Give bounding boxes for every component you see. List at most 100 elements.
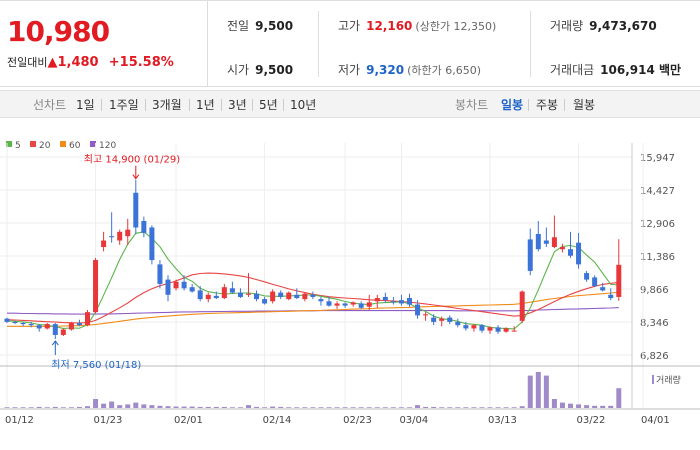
volume-bar <box>189 406 195 408</box>
ma60-line <box>7 291 619 327</box>
volume-bar <box>543 375 549 408</box>
volume-bar <box>390 407 396 408</box>
volume-bar <box>503 407 509 408</box>
chart-period-tabs: 선차트 1일 1주일 3개월 1년 3년 5년 10년 봉차트 일봉 주봉 월봉 <box>0 90 700 118</box>
candle-body <box>519 291 525 321</box>
candle-body <box>423 314 429 316</box>
volume-bar <box>326 407 332 408</box>
tab-10year[interactable]: 10년 <box>290 98 317 112</box>
candle-body <box>109 236 115 238</box>
tab-1week[interactable]: 1주일 <box>109 98 139 112</box>
x-tick-label: 02/01 <box>174 415 203 426</box>
candle-body <box>181 281 187 289</box>
low-price: 저가 9,320 (하한가 6,650) <box>338 61 481 78</box>
candle-body <box>189 287 195 292</box>
candle-body <box>334 303 340 306</box>
volume-bar <box>366 407 372 408</box>
candle-body <box>125 229 131 237</box>
candle-body <box>4 318 10 322</box>
volume-bar <box>270 406 276 408</box>
volume-bar <box>447 407 453 408</box>
legend-label: 60 <box>69 141 81 151</box>
volume-bar <box>559 402 565 408</box>
candle-body <box>221 287 227 299</box>
volume-bar <box>592 405 598 408</box>
volume-bar <box>221 406 227 408</box>
high-value: 12,160 <box>366 19 413 33</box>
candle-chart-label: 봉차트 <box>455 98 489 112</box>
trade-amount-label: 거래대금 <box>550 63 595 77</box>
y-tick-label: 11,386 <box>640 252 675 263</box>
candle-body <box>543 240 549 244</box>
tab-weekly[interactable]: 주봉 <box>536 98 559 112</box>
legend-swatch <box>60 141 66 147</box>
x-tick-label: 03/22 <box>577 415 606 426</box>
volume-bar <box>310 407 316 408</box>
volume-bar <box>165 406 171 408</box>
candle-body <box>390 301 396 303</box>
volume-bar <box>358 407 364 408</box>
candle-body <box>447 317 453 322</box>
change-percent: +15.58% <box>108 55 174 70</box>
line-chart-label: 선차트 <box>33 98 67 112</box>
candlestick-chart: 5 20 60 120 15,947 14,427 12,906 11,386 9,866 8,3… <box>0 141 700 426</box>
y-tick-label: 8,346 <box>640 318 669 329</box>
tab-3year[interactable]: 3년 <box>228 98 247 112</box>
candle-body <box>350 302 356 305</box>
tab-1day[interactable]: 1일 <box>76 98 95 112</box>
volume-legend-swatch <box>652 375 654 384</box>
legend-label: 5 <box>15 141 21 151</box>
trade-amount-value: 106,914 백만 <box>600 63 682 77</box>
candle-body <box>495 327 501 332</box>
volume-bar <box>551 399 557 408</box>
volume-bar <box>262 407 268 408</box>
volume-bar <box>511 407 517 408</box>
candle-body <box>318 299 324 302</box>
tab-5year[interactable]: 5년 <box>259 98 278 112</box>
tab-3month[interactable]: 3개월 <box>152 98 182 112</box>
candle-body <box>36 325 42 329</box>
candle-body <box>270 291 276 302</box>
tab-divider <box>283 99 284 111</box>
candle-body <box>44 324 50 329</box>
min-annotation: 최저 7,560 (01/18) <box>51 359 141 371</box>
candle-body <box>237 292 243 297</box>
volume-bar <box>149 405 155 408</box>
volume-bar <box>101 403 107 408</box>
change-amount: 1,480 <box>57 55 99 70</box>
tab-daily[interactable]: 일봉 <box>501 98 524 112</box>
volume-bar <box>141 404 147 408</box>
candle-body <box>600 287 606 291</box>
volume-bar <box>117 405 123 408</box>
prev-close-label: 전일 <box>227 19 250 33</box>
candle-body <box>568 249 573 256</box>
change-label: 전일대비 <box>7 56 48 69</box>
candle-body <box>616 264 622 297</box>
volume-bar <box>278 406 284 408</box>
candle-body <box>213 295 219 299</box>
x-tick-label: 02/14 <box>263 415 292 426</box>
volume-bar <box>576 404 582 408</box>
low-label: 저가 <box>338 63 361 77</box>
divider <box>530 11 531 77</box>
legend-label: 120 <box>99 141 116 151</box>
max-arrow-icon <box>132 174 140 180</box>
volume-bar <box>60 407 66 408</box>
candle-body <box>366 302 372 307</box>
candle-body <box>60 329 66 335</box>
volume-bar <box>398 407 404 408</box>
volume-value: 9,473,670 <box>589 19 657 33</box>
tab-1year[interactable]: 1년 <box>196 98 215 112</box>
tab-divider <box>189 99 190 111</box>
volume-bar <box>20 407 26 408</box>
min-arrow-icon <box>51 340 59 346</box>
candle-body <box>76 323 82 326</box>
tab-divider <box>528 99 529 111</box>
tab-monthly[interactable]: 월봉 <box>573 98 596 112</box>
legend-swatch <box>90 141 96 147</box>
volume-bar <box>374 407 380 408</box>
candle-body <box>173 281 179 289</box>
volume-bar <box>294 407 300 408</box>
current-price-box: 10,980 전일대비▲1,480 +15.58% <box>0 1 208 87</box>
volume-bar <box>334 407 340 408</box>
